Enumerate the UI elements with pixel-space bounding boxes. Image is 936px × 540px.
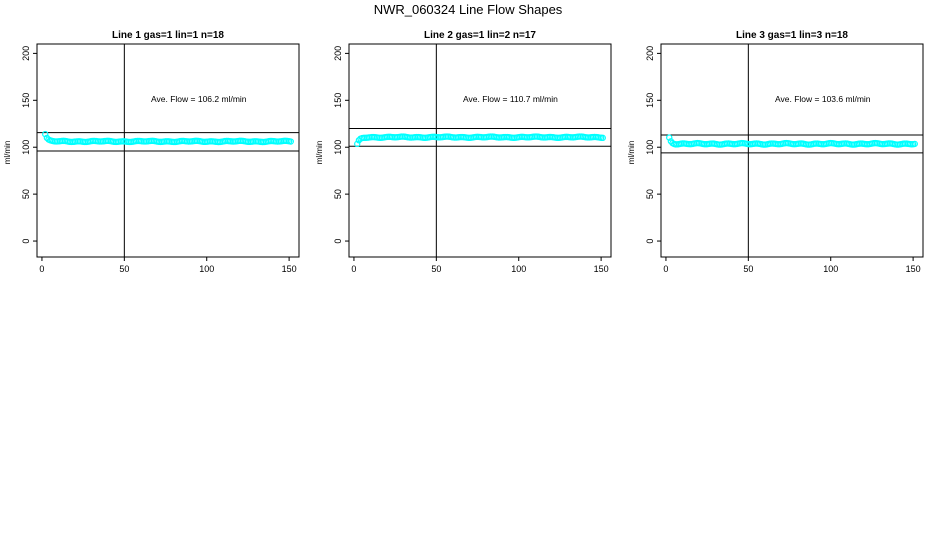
chart-3-x-tick-label: 0: [663, 264, 668, 274]
chart-1-data-point: [287, 138, 294, 145]
chart-1-y-tick-label: 200: [21, 46, 31, 61]
chart-2-title: Line 2 gas=1 lin=2 n=17: [424, 30, 536, 41]
chart-3-y-tick-label: 100: [645, 140, 655, 155]
chart-2-y-tick-label: 0: [333, 239, 343, 244]
chart-2-data-point: [599, 134, 606, 142]
chart-2-x-tick-label: 150: [594, 264, 609, 274]
chart-3-data-point: [911, 140, 918, 148]
chart-2-y-axis-label: ml/min: [315, 141, 324, 165]
chart-2-x-tick-label: 0: [351, 264, 356, 274]
chart-1-title: Line 1 gas=1 lin=1 n=18: [112, 30, 224, 41]
chart-3-title: Line 3 gas=1 lin=3 n=18: [736, 30, 848, 41]
chart-1-y-tick-label: 150: [21, 93, 31, 108]
chart-2-y-tick-label: 200: [333, 46, 343, 61]
chart-2-y-tick-label: 150: [333, 93, 343, 108]
chart-2-x-tick-label: 50: [431, 264, 441, 274]
chart-1-data-point: [42, 130, 49, 138]
chart-3-y-tick-label: 150: [645, 93, 655, 108]
chart-3-y-tick-label: 0: [645, 239, 655, 244]
chart-1-y-axis-label: ml/min: [3, 141, 12, 165]
chart-3-x-tick-label: 100: [823, 264, 838, 274]
chart-3-y-axis-label: ml/min: [627, 141, 636, 165]
chart-2-y-tick-label: 100: [333, 140, 343, 155]
chart-1-x-tick-label: 100: [199, 264, 214, 274]
chart-1-avg-flow-annotation: Ave. Flow = 106.2 ml/min: [151, 94, 247, 104]
chart-3-plot-frame: [660, 43, 924, 258]
chart-3-avg-flow-annotation: Ave. Flow = 103.6 ml/min: [775, 94, 871, 104]
chart-2-plot-frame: [348, 43, 612, 258]
chart-1-y-tick-label: 0: [21, 239, 31, 244]
chart-2-data-point: [354, 140, 361, 148]
chart-2-y-tick-label: 50: [333, 189, 343, 199]
chart-3-y-tick-label: 200: [645, 46, 655, 61]
chart-3-y-tick-label: 50: [645, 189, 655, 199]
chart-1-x-tick-label: 0: [39, 264, 44, 274]
chart-3-x-tick-label: 150: [906, 264, 921, 274]
chart-2-avg-flow-annotation: Ave. Flow = 110.7 ml/min: [463, 94, 558, 104]
chart-1-x-tick-label: 50: [119, 264, 129, 274]
chart-3-x-tick-label: 50: [743, 264, 753, 274]
chart-1-x-tick-label: 150: [282, 264, 297, 274]
chart-3-data-point: [666, 134, 673, 141]
chart-2-x-tick-label: 100: [511, 264, 526, 274]
chart-1-y-tick-label: 100: [21, 140, 31, 155]
page-title: NWR_060324 Line Flow Shapes: [373, 2, 563, 17]
chart-1-y-tick-label: 50: [21, 189, 31, 199]
